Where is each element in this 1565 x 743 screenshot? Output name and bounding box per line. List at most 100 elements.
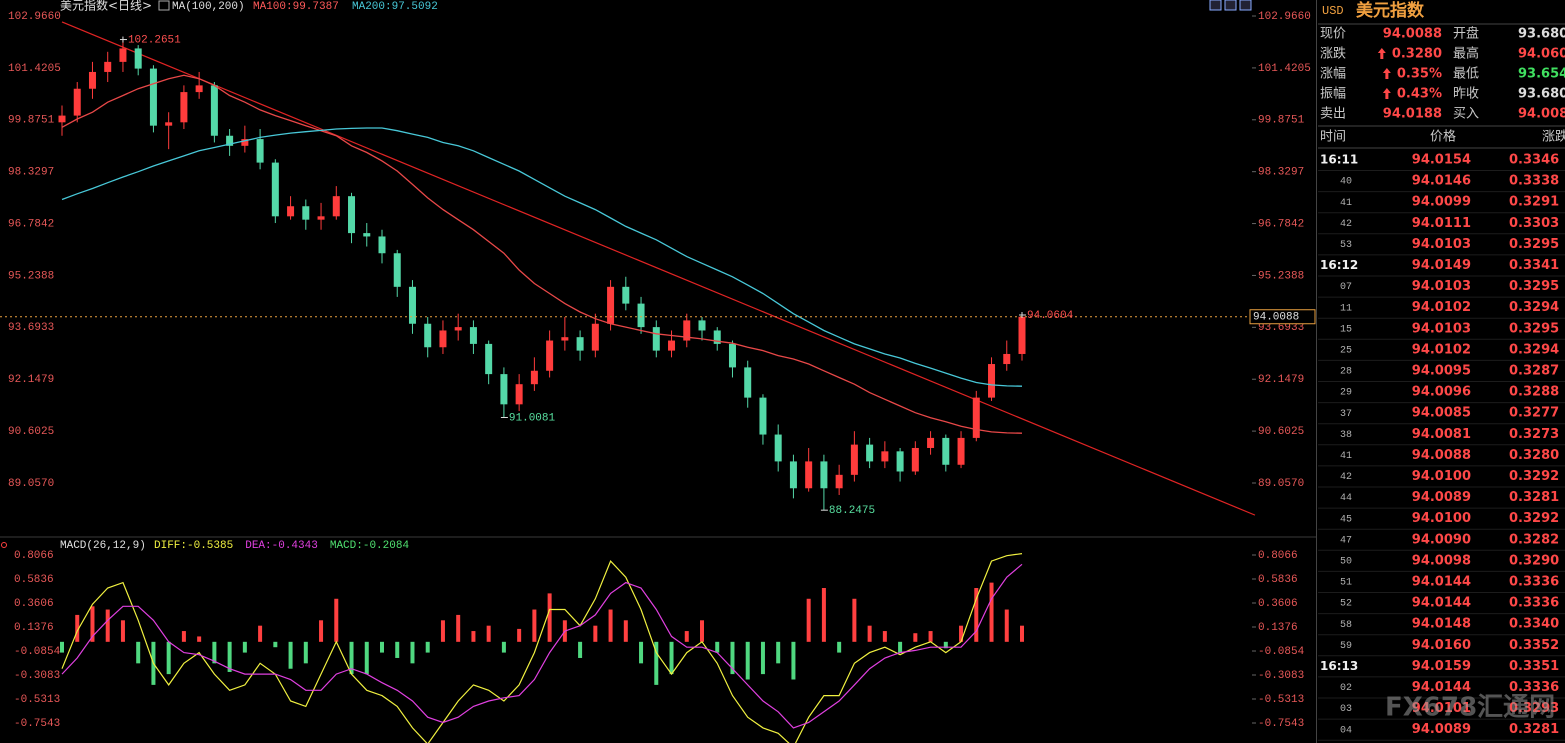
ma200-label: MA200:97.5092 [352,1,438,13]
macd-bar [90,606,95,642]
trade-time: 45 [1340,514,1352,525]
candle-body [927,437,935,448]
trades-header: 时间 [1320,130,1346,145]
trade-price: 94.0111 [1412,216,1471,231]
trade-price: 94.0103 [1412,279,1471,294]
symbol-title: 美元指数<日线> [60,0,152,13]
candle-body [348,196,356,234]
trade-change: 0.3336 [1509,596,1559,611]
candle-body [195,85,203,93]
candle-body [1018,316,1026,354]
trade-change: 0.3295 [1509,321,1559,336]
trade-price: 94.0146 [1412,174,1471,189]
quote-label: 振幅 [1320,87,1346,102]
trade-time: 16:13 [1320,659,1358,673]
indicator-icon[interactable] [158,0,170,11]
trade-time: 28 [1340,367,1352,378]
trade-change: 0.3277 [1509,406,1559,421]
candle-body [271,162,279,217]
quote-label: 卖出 [1320,107,1346,122]
trade-change: 0.3294 [1509,342,1559,357]
window-button[interactable] [1209,0,1222,11]
trade-time: 04 [1340,725,1352,736]
window-button[interactable] [1224,0,1237,11]
price-axes: 102.9660 102.9660 101.4205 101.4205 99.8751 9… [8,11,1316,490]
macd-bar [776,641,781,664]
macd-bar [837,641,842,653]
price-annotation: 88.2475 [829,505,875,517]
trade-time: 02 [1340,683,1352,694]
quote-value: 94.0088 [1518,107,1565,122]
trendline [61,21,1256,516]
y-tick-label: 102.9660 [8,11,61,23]
macd-axes: MACD(26,12,9) DIFF:-0.5385 DEA:-0.4343 MACD… [14,540,1305,730]
candle-body [165,122,173,126]
trade-time: 41 [1340,451,1352,462]
trade-price: 94.0081 [1412,427,1471,442]
candle-body [73,88,81,116]
macd-bar [288,641,293,669]
candle-body [378,236,386,254]
macd-bar [943,641,948,649]
macd-bar [821,588,826,642]
candle-body [469,327,477,344]
trade-change: 0.3281 [1509,722,1559,737]
trade-time: 53 [1340,240,1352,251]
y-tick-label: -0.3083 [14,670,60,682]
trade-time: 03 [1340,704,1352,715]
moving-average [61,74,1023,434]
quote-label: 最低 [1453,67,1479,82]
y-tick-label: 98.3297 [1258,167,1304,179]
macd-bar [166,641,171,675]
trade-time: 25 [1340,346,1352,357]
y-tick-label: 101.4205 [8,63,61,75]
candle-body [500,374,508,405]
macd-bar [364,641,369,675]
macd-bar [578,641,583,658]
candle-body [88,71,96,89]
y-tick-label: 95.2388 [8,270,54,282]
candle-body [530,370,538,385]
quote-label: 开盘 [1453,26,1479,42]
trade-change: 0.3295 [1509,279,1559,294]
trade-price: 94.0096 [1412,385,1471,400]
trade-price: 94.0095 [1412,364,1471,379]
trade-price: 94.0144 [1412,575,1471,590]
candle-body [591,323,599,351]
macd-bar [181,631,186,642]
macd-bar [273,641,278,648]
trade-change: 0.3336 [1509,575,1559,590]
trade-price: 94.0088 [1412,448,1471,463]
trade-change: 0.3273 [1509,427,1559,442]
trade-price: 94.0099 [1412,195,1471,210]
candle-body [317,216,325,220]
candle-body [104,61,112,72]
macd-bar [456,614,461,642]
macd-bar [654,641,659,685]
candle-body [652,327,660,351]
trade-price: 94.0103 [1412,321,1471,336]
quote-value: 0.3280 [1392,47,1442,62]
y-tick-label: 92.1479 [1258,374,1304,386]
trade-price: 94.0154 [1412,153,1471,168]
y-tick-label: -0.5313 [1258,694,1304,706]
candle-body [226,135,234,146]
y-tick-label: 93.6933 [1258,322,1304,334]
macd-bar [730,641,735,675]
quote-value: 0.35% [1397,67,1442,82]
candle-body [698,320,706,331]
y-tick-label: 0.1376 [14,622,54,634]
macd-bar [395,641,400,658]
trade-change: 0.3292 [1509,511,1559,526]
trade-price: 94.0089 [1412,722,1471,737]
candle-body [1003,353,1011,365]
candle-body [287,206,295,217]
trade-time: 58 [1340,620,1352,631]
candle-body [210,85,218,136]
trade-change: 0.3303 [1509,216,1559,231]
candle-body [408,286,416,324]
y-tick-label: 95.2388 [1258,270,1304,282]
macd-value-label: MACD:-0.2084 [330,540,410,552]
window-button[interactable] [1239,0,1252,11]
